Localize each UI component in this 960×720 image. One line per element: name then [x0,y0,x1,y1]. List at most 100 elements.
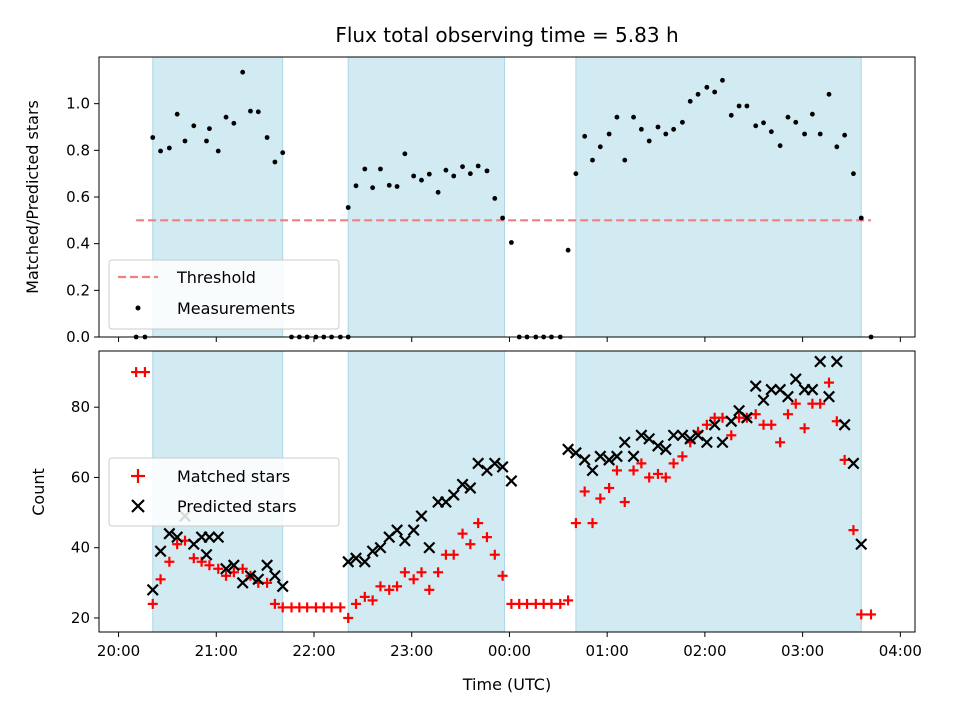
matched-star-point [717,412,728,423]
measurement-point [255,109,261,115]
matched-star-point [790,398,801,409]
measurement-point [460,164,465,170]
measurement-point [851,171,856,177]
predicted-star-point [652,439,664,452]
measurement-point [842,132,848,138]
predicted-star-point [781,390,794,403]
matched-star-point [563,595,574,606]
matched-star-point [848,525,859,536]
predicted-star-point [814,355,827,368]
x-axis-ticks: 20:00 21:00 22:00 23:00 00:00 01:00 02:00 03:00… [97,632,922,660]
legend-matched-label: Matched stars [177,467,290,486]
matched-star-point [448,549,459,560]
matched-star-point [343,612,354,623]
measurement-point [809,111,815,117]
predicted-star-point [358,555,371,568]
predicted-star-point [838,418,851,431]
matched-star-point [204,560,215,571]
measurement-point [264,135,270,140]
measurement-point [606,131,612,137]
matched-star-point [726,430,737,441]
measurement-point [378,166,383,172]
legend: Matched stars Predicted stars [108,457,340,527]
predicted-star-point [562,443,575,456]
predicted-star-point [635,429,648,442]
measurement-point [182,138,188,144]
predicted-star-point [847,457,860,470]
measurement-point [680,119,685,125]
predicted-star-point [725,415,738,428]
measurement-point [362,166,368,172]
measurement-point [761,120,766,126]
matched-star-point [465,539,476,550]
matched-star-point [570,518,581,529]
matched-star-point [269,598,280,609]
measurement-point [663,131,669,137]
measurement-point [793,119,799,125]
predicted-star-point [603,453,616,466]
predicted-star-point [749,380,762,393]
predicted-star-point [594,450,607,463]
predicted-star-point [456,478,469,491]
matched-star-point [766,419,777,430]
predicted-star-point [627,450,640,463]
predicted-star-point [374,541,387,554]
y-tick-label: 20 [71,609,90,627]
measurement-point [785,114,791,120]
measurement-point [655,124,661,130]
matched-star-point [839,454,850,465]
matched-star-point [424,584,435,595]
measurement-point [712,89,718,95]
x-tick-label: 02:00 [683,642,726,660]
legend-predicted-swatch [131,499,145,513]
matched-star-point [399,567,410,578]
matched-star-point [866,609,877,620]
predicted-star-point [415,510,428,523]
measurement-point [215,148,221,154]
measurement-point [720,77,725,83]
measurement-point [174,111,180,117]
predicted-star-point [765,383,778,396]
measurement-points [133,69,874,340]
plot-frame [98,350,916,633]
predicted-star-point [212,531,225,544]
measurement-point [597,144,603,150]
measurement-point [240,69,246,75]
y-tick-label: 0.8 [66,141,90,159]
predicted-star-point [366,545,379,558]
predicted-star-point [505,474,518,487]
matched-star-point [660,472,671,483]
predicted-star-point [464,482,477,494]
measurement-point [590,157,595,163]
matched-star-point [579,486,590,497]
chart-title: Flux total observing time = 5.83 h [335,23,678,47]
predicted-star-point [350,552,362,565]
matched-star-point [359,591,370,602]
matched-star-point [335,602,346,613]
measurement-point [158,148,163,154]
predicted-star-point [261,559,274,572]
matched-star-point [367,595,378,606]
measurement-point [777,143,783,149]
matched-star-point [824,377,835,388]
measurement-point [631,114,636,120]
observing-interval [575,56,862,338]
measurement-point [411,173,417,179]
measurement-point [614,114,620,120]
matched-star-point [213,563,224,574]
legend-measurements-label: Measurements [177,299,295,318]
measurement-point [426,171,432,177]
matched-star-point [701,419,712,430]
matched-star-point [188,553,199,564]
predicted-star-point [643,432,656,445]
measurement-point [565,247,571,253]
measurement-point [817,131,823,137]
predicted-star-point [268,569,281,582]
measurement-point [386,182,392,188]
predicted-star-point [447,489,460,501]
measurement-point [622,157,628,163]
predicted-star-point [423,541,436,554]
bottom-panel: 20 40 60 80 20:00 21:00 22:00 23:00 00:00 01:00 0… [29,350,922,694]
matched-star-point [172,539,183,550]
predicted-star-point [146,583,159,596]
